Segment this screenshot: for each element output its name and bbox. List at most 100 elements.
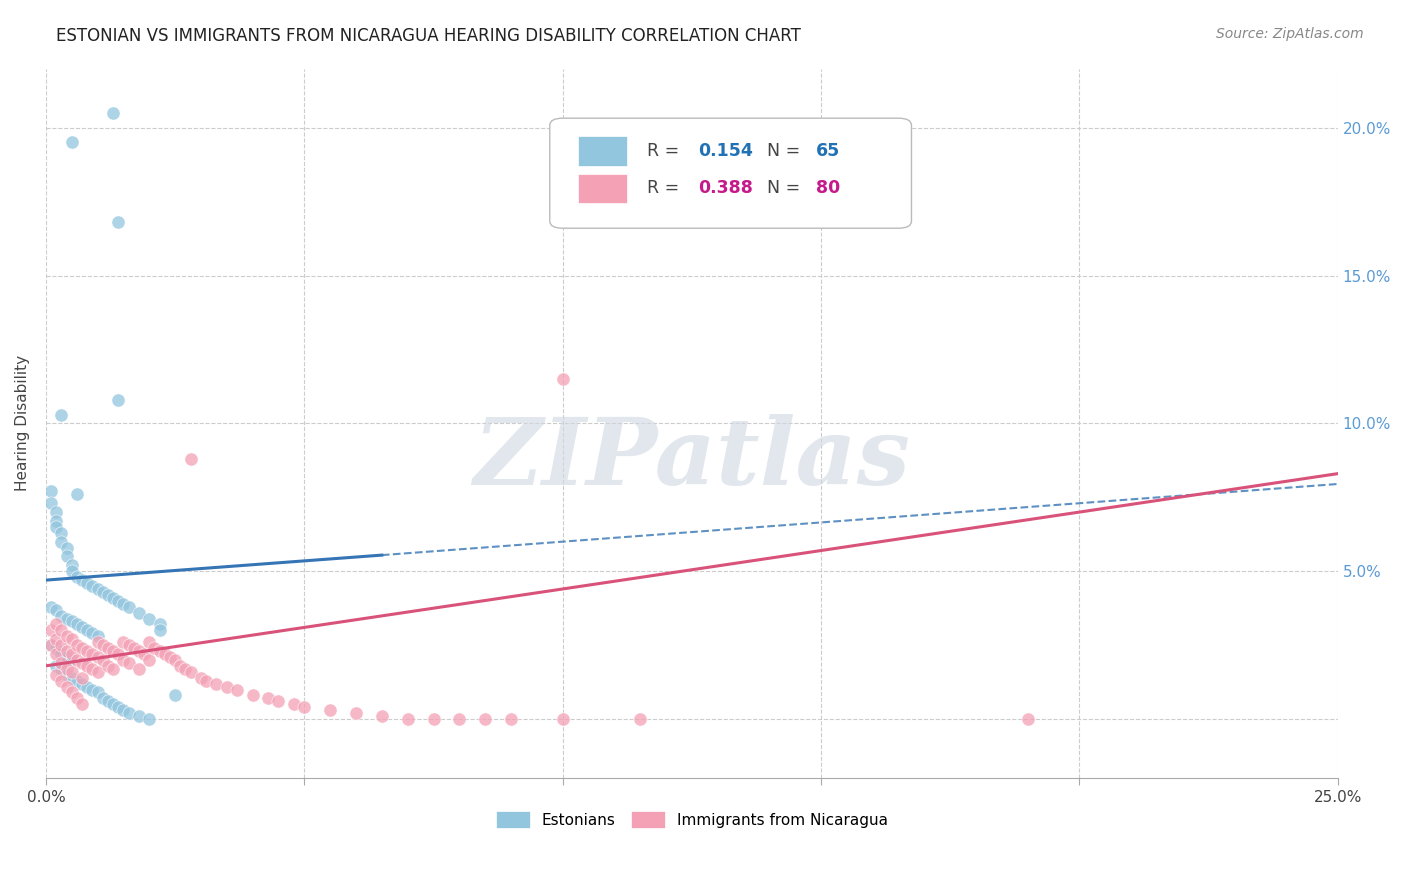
Point (70, 641, 93, 656)
Point (51, 624, 73, 638)
Point (107, 700, 129, 714)
Point (70, 656, 93, 670)
Point (551, 372, 574, 386)
Point (107, 594, 129, 608)
Point (55, 650, 77, 665)
Point (169, 658, 191, 673)
Point (107, 392, 129, 407)
Point (51, 673, 73, 688)
Point (267, 694, 290, 708)
Point (101, 662, 124, 676)
Point (55, 662, 77, 676)
Point (86, 635, 108, 649)
Point (39, 638, 62, 652)
Point (55, 611, 77, 625)
Point (76, 658, 98, 673)
Point (180, 665, 202, 679)
Text: 0.154: 0.154 (699, 142, 754, 160)
Point (82, 579, 104, 593)
Text: Source: ZipAtlas.com: Source: ZipAtlas.com (1216, 27, 1364, 41)
Point (97, 694, 120, 708)
Point (180, 451, 202, 466)
Point (117, 638, 139, 652)
Point (60, 653, 83, 667)
Point (205, 676, 228, 690)
Point (39, 638, 62, 652)
Point (82, 662, 104, 676)
Point (474, 712, 496, 726)
Point (82, 626, 104, 640)
Point (51, 525, 73, 540)
Point (45, 632, 67, 647)
Point (242, 689, 264, 703)
Point (226, 682, 249, 697)
Point (112, 635, 135, 649)
Point (344, 706, 367, 721)
Point (128, 644, 150, 658)
Point (51, 608, 73, 623)
Point (51, 534, 73, 549)
Point (70, 676, 93, 690)
Point (55, 541, 77, 555)
Point (159, 650, 181, 665)
Point (60, 564, 83, 578)
Point (55, 680, 77, 694)
Point (143, 641, 166, 656)
FancyBboxPatch shape (550, 119, 911, 228)
Point (97, 588, 120, 602)
Text: 80: 80 (815, 179, 841, 197)
Point (45, 667, 67, 681)
Point (60, 671, 83, 685)
Point (91, 653, 114, 667)
Point (283, 698, 305, 712)
Point (101, 591, 124, 605)
Point (45, 658, 67, 673)
Point (134, 647, 156, 661)
Point (66, 673, 89, 688)
Point (70, 573, 93, 587)
Point (138, 712, 160, 726)
Text: 0.388: 0.388 (699, 179, 754, 197)
Point (60, 647, 83, 661)
Point (76, 680, 98, 694)
Point (76, 624, 98, 638)
Point (112, 703, 135, 717)
Point (60, 685, 83, 699)
Point (39, 484, 62, 499)
Point (39, 496, 62, 510)
Point (499, 712, 522, 726)
Point (60, 136, 83, 150)
Point (86, 685, 108, 699)
Point (101, 644, 124, 658)
Point (128, 662, 150, 676)
Point (371, 709, 394, 723)
Point (70, 698, 93, 712)
Legend: Estonians, Immigrants from Nicaragua: Estonians, Immigrants from Nicaragua (489, 805, 894, 834)
Point (128, 606, 150, 620)
Point (117, 706, 139, 721)
Point (51, 647, 73, 661)
Point (55, 667, 77, 681)
Point (117, 656, 139, 670)
Point (51, 662, 73, 676)
Point (86, 629, 108, 643)
Text: N =: N = (766, 142, 806, 160)
Point (86, 665, 108, 679)
Text: 65: 65 (815, 142, 841, 160)
Point (76, 644, 98, 658)
Point (60, 558, 83, 573)
Point (112, 653, 135, 667)
Point (257, 691, 280, 706)
Point (174, 662, 197, 676)
Point (55, 549, 77, 564)
Point (195, 673, 218, 688)
Point (70, 620, 93, 634)
Text: R =: R = (647, 179, 685, 197)
Point (45, 602, 67, 616)
Point (138, 653, 160, 667)
Point (91, 638, 114, 652)
Point (82, 682, 104, 697)
Point (97, 658, 120, 673)
Point (45, 505, 67, 519)
Point (66, 617, 89, 632)
